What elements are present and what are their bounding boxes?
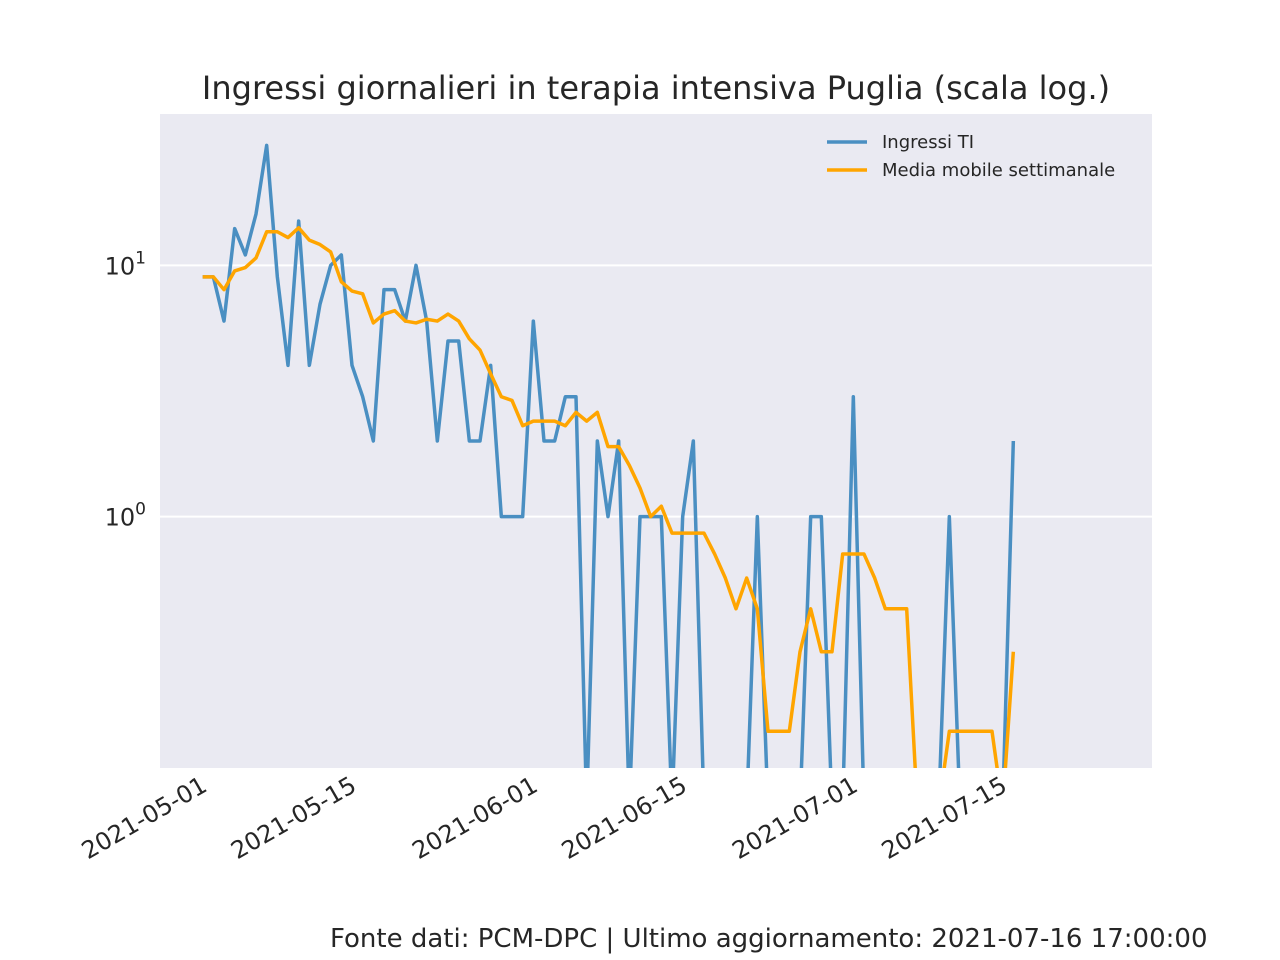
chart-title: Ingressi giornalieri in terapia intensiv… <box>202 69 1110 107</box>
series-line-0 <box>202 143 1016 768</box>
x-tick-label: 2021-06-01 <box>408 771 543 865</box>
plot-background <box>160 114 1152 768</box>
y-tick-label: 100 <box>105 500 146 532</box>
series-line-1 <box>202 226 1016 768</box>
y-axis-ticks: 100 101 <box>105 248 146 531</box>
y-tick-label: 101 <box>105 248 146 280</box>
series-layer <box>202 143 1016 768</box>
footer-source: Fonte dati: PCM-DPC | Ultimo aggiornamen… <box>330 924 1208 954</box>
x-tick-label: 2021-07-01 <box>728 771 863 865</box>
x-tick-label: 2021-06-15 <box>557 771 692 865</box>
x-tick-label: 2021-05-15 <box>226 771 361 865</box>
x-axis-ticks: 2021-05-01 2021-05-15 2021-06-01 2021-06-15… <box>77 771 1012 865</box>
legend-label-1: Media mobile settimanale <box>882 160 1115 181</box>
legend: Ingressi TI Media mobile settimanale <box>827 132 1115 181</box>
legend-label-0: Ingressi TI <box>882 132 974 153</box>
x-tick-label: 2021-07-15 <box>877 771 1012 865</box>
x-tick-label: 2021-05-01 <box>77 771 212 865</box>
